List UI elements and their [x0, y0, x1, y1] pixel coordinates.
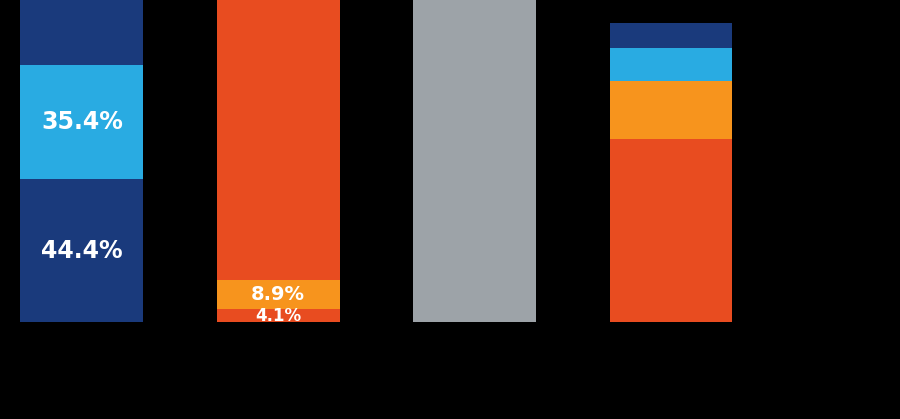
Bar — [609, 23, 733, 48]
Bar — [217, 0, 339, 280]
Bar — [609, 48, 733, 80]
Text: 4.1%: 4.1% — [255, 307, 302, 325]
Bar — [609, 80, 733, 139]
Text: 35.4%: 35.4% — [40, 110, 122, 134]
Bar — [609, 139, 733, 322]
Text: 44.4%: 44.4% — [40, 239, 122, 263]
Bar — [217, 309, 339, 322]
Bar — [217, 280, 339, 309]
Text: 8.9%: 8.9% — [251, 285, 305, 304]
Bar — [21, 65, 143, 179]
Bar — [21, 0, 143, 65]
Bar — [21, 179, 143, 322]
Bar — [413, 0, 536, 322]
